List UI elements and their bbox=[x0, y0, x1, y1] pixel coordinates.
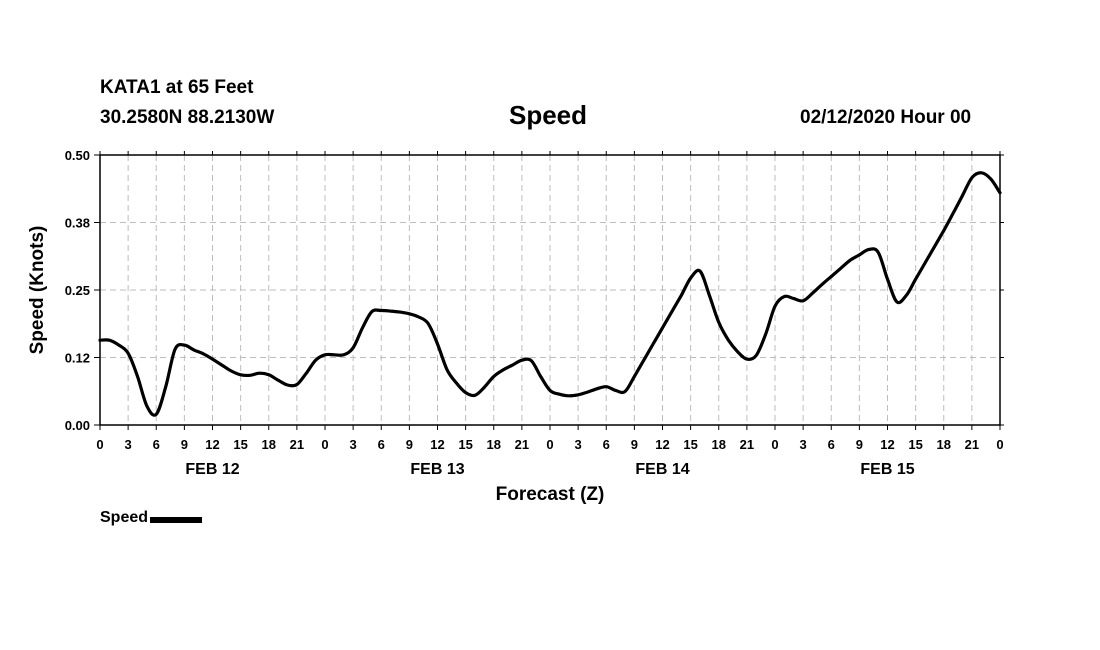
x-tick-label: 21 bbox=[965, 437, 979, 452]
y-tick-label: 0.25 bbox=[65, 283, 90, 298]
x-tick-label: 9 bbox=[856, 437, 863, 452]
day-label: FEB 12 bbox=[185, 461, 239, 478]
x-tick-label: 9 bbox=[406, 437, 413, 452]
x-tick-label: 3 bbox=[575, 437, 582, 452]
x-tick-label: 3 bbox=[350, 437, 357, 452]
x-tick-label: 12 bbox=[655, 437, 669, 452]
forecast-run-time: 02/12/2020 Hour 00 bbox=[800, 107, 972, 128]
legend: Speed bbox=[100, 509, 203, 527]
x-tick-label: 0 bbox=[546, 437, 553, 452]
axis-ticks bbox=[94, 151, 1004, 430]
x-tick-label: 15 bbox=[683, 437, 697, 452]
x-axis-title: Forecast (Z) bbox=[496, 484, 605, 505]
x-tick-label: 9 bbox=[181, 437, 188, 452]
legend-label: Speed bbox=[100, 509, 149, 526]
legend-swatch bbox=[150, 516, 203, 523]
x-tick-label: 0 bbox=[996, 437, 1003, 452]
x-tick-label: 0 bbox=[771, 437, 778, 452]
x-tick-label: 0 bbox=[321, 437, 328, 452]
x-tick-label: 15 bbox=[233, 437, 247, 452]
y-tick-label: 0.50 bbox=[65, 148, 90, 163]
x-tick-label: 15 bbox=[458, 437, 472, 452]
y-axis-title: Speed (Knots) bbox=[27, 226, 48, 355]
y-tick-label: 0.00 bbox=[65, 418, 90, 433]
x-tick-label: 3 bbox=[800, 437, 807, 452]
day-label: FEB 15 bbox=[860, 461, 914, 478]
x-tick-label: 6 bbox=[828, 437, 835, 452]
x-tick-label: 9 bbox=[631, 437, 638, 452]
series-line-speed bbox=[98, 171, 1002, 417]
x-tick-label: 3 bbox=[125, 437, 132, 452]
station-name: KATA1 at 65 Feet bbox=[100, 77, 254, 98]
x-tick-label: 15 bbox=[908, 437, 922, 452]
x-tick-label: 12 bbox=[880, 437, 894, 452]
x-tick-label: 12 bbox=[430, 437, 444, 452]
station-coordinates: 30.2580N 88.2130W bbox=[100, 107, 275, 128]
x-tick-label: 6 bbox=[603, 437, 610, 452]
grid-lines bbox=[100, 155, 1000, 425]
y-tick-label: 0.38 bbox=[65, 216, 90, 231]
day-label: FEB 13 bbox=[410, 461, 464, 478]
x-tick-label: 21 bbox=[515, 437, 529, 452]
tick-labels: 0 3 6 9 12 15 18 21 0 3 6 9 12 15 18 21 0 3 6 9 12 15 18 21 0 3 6 9… bbox=[65, 148, 1004, 478]
x-tick-label: 12 bbox=[205, 437, 219, 452]
x-tick-label: 21 bbox=[290, 437, 304, 452]
day-label: FEB 14 bbox=[635, 461, 689, 478]
chart-title: Speed bbox=[509, 100, 588, 130]
x-tick-label: 18 bbox=[712, 437, 726, 452]
x-tick-label: 21 bbox=[740, 437, 754, 452]
x-tick-label: 18 bbox=[262, 437, 276, 452]
x-tick-label: 6 bbox=[153, 437, 160, 452]
x-tick-label: 18 bbox=[937, 437, 951, 452]
y-tick-label: 0.12 bbox=[65, 351, 90, 366]
x-tick-label: 18 bbox=[487, 437, 501, 452]
x-tick-label: 6 bbox=[378, 437, 385, 452]
x-tick-label: 0 bbox=[96, 437, 103, 452]
